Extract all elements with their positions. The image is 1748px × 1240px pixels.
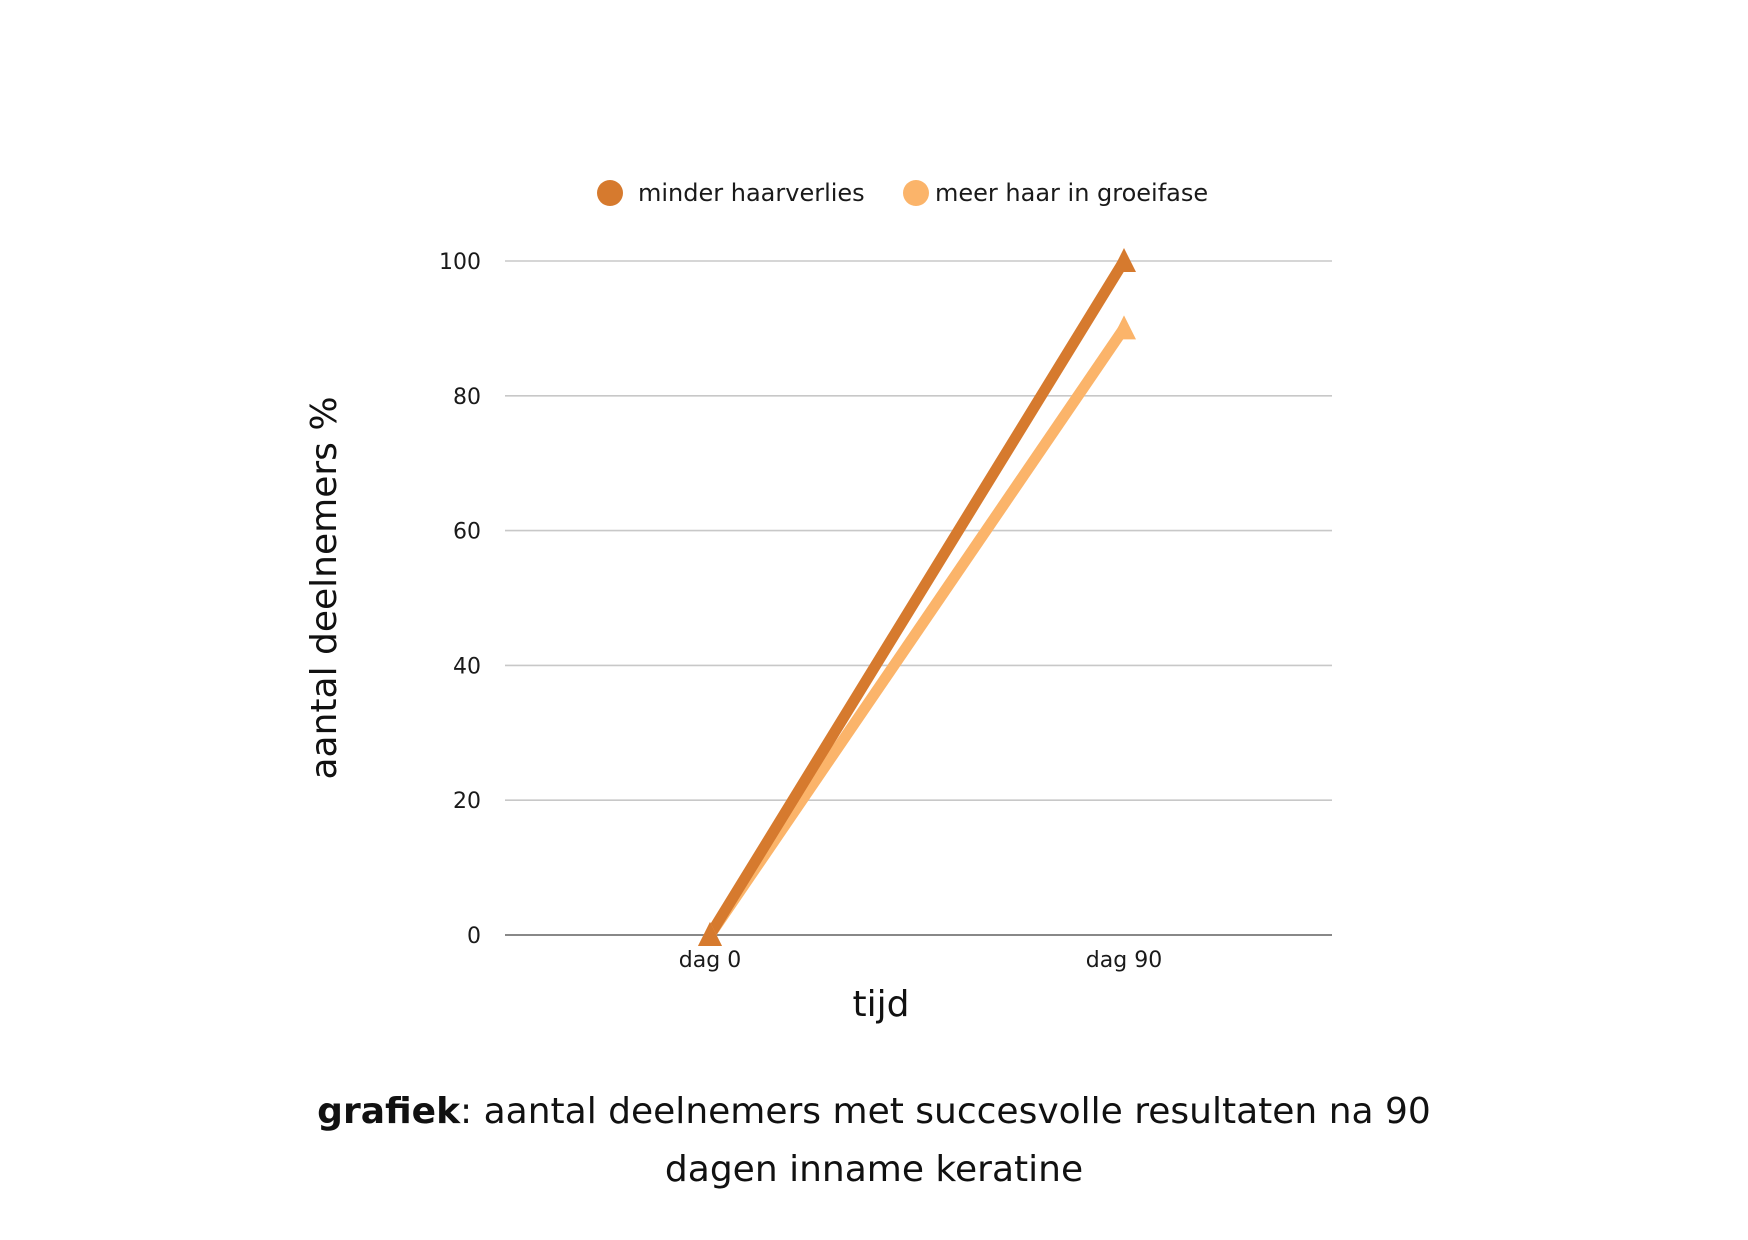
y-axis-title: aantal deelnemers % [304,396,345,779]
legend-label: minder haarverlies [638,179,865,207]
series-lines [698,248,1136,946]
y-tick-label: 100 [439,250,481,275]
legend-swatch [903,180,929,206]
data-point-marker [1112,248,1136,272]
data-point-marker [1112,315,1136,340]
legend-swatch [597,180,623,206]
y-tick-label: 40 [453,654,481,679]
data-point-marker [698,922,722,946]
series-line [705,325,1129,939]
y-tick-label: 80 [453,385,481,410]
caption-text: : aantal deelnemers met succesvolle resu… [460,1091,1431,1190]
x-axis-title: tijd [853,984,910,1025]
legend-label: meer haar in groeifase [935,179,1208,207]
gridlines [505,260,1332,936]
series-line [705,258,1129,938]
caption-bold: grafiek [317,1091,461,1132]
x-axis-ticks: dag 0 dag 90 [679,948,1162,973]
x-tick-label: dag 0 [679,948,741,973]
y-tick-label: 0 [467,924,481,949]
y-tick-label: 60 [453,520,481,545]
y-tick-label: 20 [453,789,481,814]
x-tick-label: dag 90 [1086,948,1162,973]
legend: minder haarverlies meer haar in groeifase [597,179,1208,207]
y-axis-ticks: 0 20 40 60 80 100 [439,250,481,949]
chart-caption: grafiek: aantal deelnemers met succesvol… [274,1083,1474,1199]
